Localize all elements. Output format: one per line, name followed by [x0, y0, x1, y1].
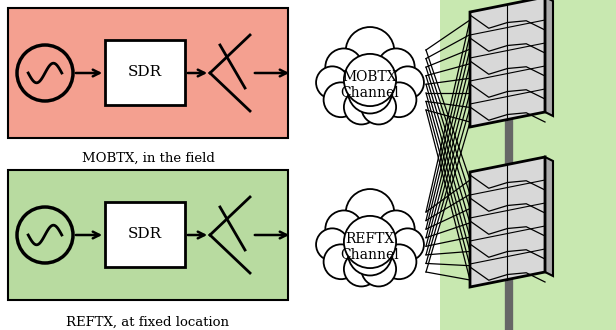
Text: SDR: SDR	[128, 227, 162, 242]
Text: SDR: SDR	[128, 65, 162, 80]
Circle shape	[348, 69, 392, 114]
Polygon shape	[545, 0, 553, 116]
Circle shape	[378, 49, 415, 85]
Circle shape	[323, 82, 359, 117]
Bar	[105, 40, 185, 105]
Circle shape	[344, 252, 379, 286]
Bar	[8, 8, 288, 138]
Circle shape	[348, 231, 392, 276]
Circle shape	[323, 244, 359, 279]
Text: MOBTX
Channel: MOBTX Channel	[341, 70, 399, 100]
Circle shape	[362, 90, 396, 124]
Circle shape	[325, 211, 362, 248]
Bar	[8, 170, 288, 300]
Circle shape	[391, 228, 424, 261]
Circle shape	[346, 27, 394, 76]
Circle shape	[378, 211, 415, 248]
Circle shape	[381, 244, 416, 279]
Circle shape	[325, 49, 362, 85]
Circle shape	[344, 54, 396, 106]
Circle shape	[391, 66, 424, 99]
Bar	[440, 0, 616, 330]
Circle shape	[344, 90, 379, 124]
Polygon shape	[470, 157, 545, 287]
Circle shape	[362, 252, 396, 286]
Circle shape	[316, 66, 349, 99]
Circle shape	[344, 216, 396, 268]
Circle shape	[316, 228, 349, 261]
Circle shape	[346, 189, 394, 238]
Circle shape	[381, 82, 416, 117]
Polygon shape	[470, 0, 545, 127]
Text: MOBTX, in the field: MOBTX, in the field	[81, 152, 214, 165]
Text: REFTX
Channel: REFTX Channel	[341, 232, 399, 262]
Polygon shape	[545, 157, 553, 276]
Bar	[105, 202, 185, 267]
Text: REFTX, at fixed location: REFTX, at fixed location	[67, 316, 230, 329]
